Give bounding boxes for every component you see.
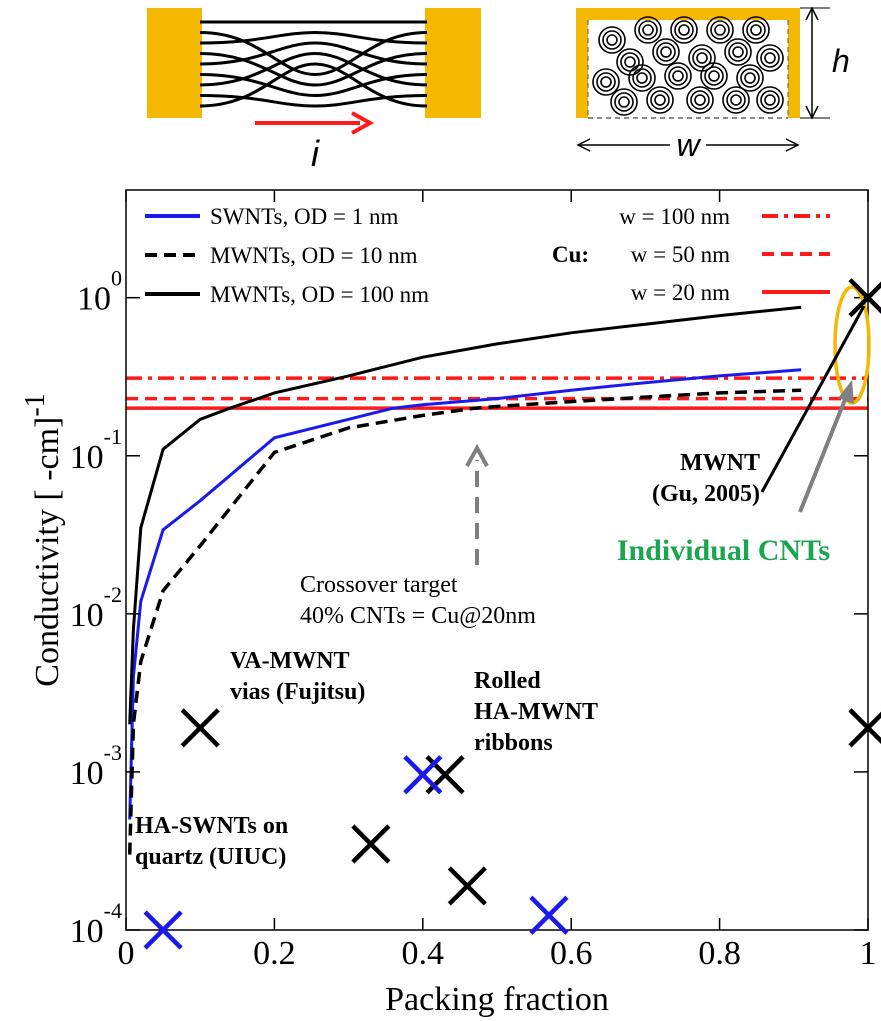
- y-tick-label: 10-3: [70, 740, 122, 792]
- y-axis-label-exponent: -1: [20, 393, 51, 416]
- contact-pad: [147, 8, 202, 118]
- cnt-bundle: [200, 22, 427, 106]
- x-tick-label: 0: [118, 935, 135, 972]
- x-tick-label: 0.8: [698, 935, 741, 972]
- data-point: [182, 710, 218, 746]
- y-tick-exponent: 0: [111, 266, 122, 291]
- annotation: HA-MWNT: [474, 699, 598, 725]
- y-tick-base: 10: [77, 281, 111, 318]
- legend-label: w = 50 nm: [631, 242, 730, 267]
- x-axis-label: Packing fraction: [385, 981, 609, 1018]
- data-point: [531, 897, 567, 933]
- data-point: [449, 868, 485, 904]
- height-label: h: [832, 43, 850, 79]
- data-point: [405, 757, 441, 793]
- y-tick-base: 10: [70, 597, 104, 634]
- y-tick-label: 10-4: [70, 898, 122, 950]
- y-tick-exponent: -4: [104, 898, 122, 923]
- legend-label: w = 20 nm: [631, 280, 730, 305]
- y-axis-label: Conductivity [ -cm]-1: [20, 393, 66, 686]
- annotation: VA-MWNT: [230, 648, 350, 674]
- x-tick-label: 0.6: [550, 935, 593, 972]
- annotation: 40% CNTs = Cu@20nm: [300, 603, 536, 629]
- annotation: Crossover target: [300, 572, 458, 598]
- legend-group-label: Cu:: [552, 242, 589, 267]
- series-line: [130, 370, 802, 820]
- annotation: MWNT: [680, 450, 760, 476]
- data-point: [850, 710, 881, 746]
- x-tick-label: 1: [860, 935, 877, 972]
- annotation: quartz (UIUC): [135, 844, 286, 870]
- y-axis-label-text: Conductivity [ -cm]: [29, 417, 66, 687]
- x-tick-label: 0.4: [402, 935, 445, 972]
- y-tick-exponent: -3: [104, 740, 122, 765]
- y-tick-base: 10: [70, 755, 104, 792]
- annotation: (Gu, 2005): [652, 481, 760, 507]
- y-tick-exponent: -1: [104, 424, 122, 449]
- cross-section-diagram: h w: [576, 8, 850, 163]
- annotation: Individual CNTs: [617, 534, 830, 567]
- legend-label: MWNTs, OD = 100 nm: [210, 282, 429, 307]
- legend-label: SWNTs, OD = 1 nm: [210, 204, 398, 229]
- annotation: Rolled: [474, 668, 541, 694]
- y-tick-base: 10: [70, 913, 104, 950]
- current-label: i: [311, 133, 320, 174]
- contact-pad: [425, 8, 481, 118]
- y-tick-exponent: -2: [104, 582, 122, 607]
- y-tick-label: 100: [77, 266, 122, 318]
- pointer-head: [467, 448, 487, 466]
- width-label: w: [676, 127, 701, 163]
- legend-label: MWNTs, OD = 10 nm: [210, 243, 418, 268]
- annotation: HA-SWNTs on: [135, 813, 288, 839]
- y-tick-label: 10-2: [70, 582, 122, 634]
- data-point: [353, 826, 389, 862]
- y-tick-label: 10-1: [70, 424, 122, 476]
- figure: i h w 00.20.40.60.8110-410-310-210-1100P…: [0, 0, 881, 1021]
- x-tick-label: 0.2: [253, 935, 296, 972]
- wire-diagram: i: [147, 8, 481, 174]
- legend-label: w = 100 nm: [619, 204, 730, 229]
- annotation: ribbons: [474, 730, 553, 756]
- y-tick-base: 10: [70, 439, 104, 476]
- annotation: vias (Fujitsu): [230, 679, 365, 705]
